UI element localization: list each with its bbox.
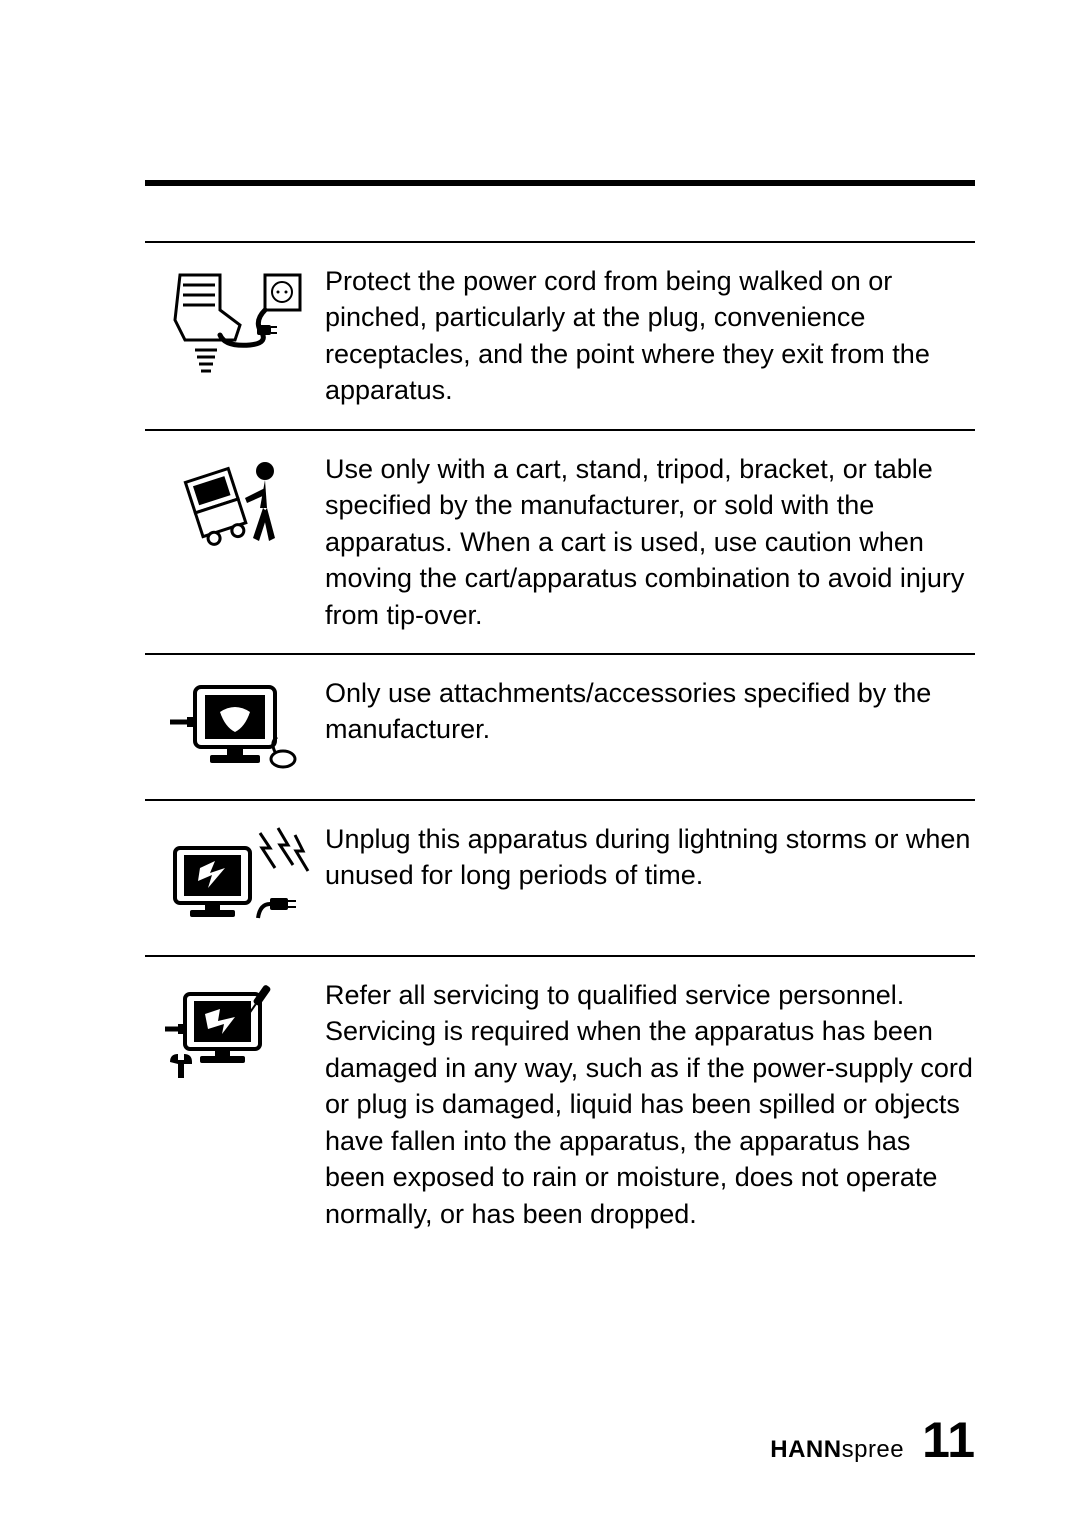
brand-bold: HANN xyxy=(770,1436,841,1463)
instruction-row: Protect the power cord from being walked… xyxy=(145,241,975,429)
monitor-attachments-icon xyxy=(145,669,325,785)
instruction-text: Refer all servicing to qualified service… xyxy=(325,971,975,1238)
power-cord-foot-icon xyxy=(145,257,325,383)
instruction-text-content: Unplug this apparatus during lightning s… xyxy=(325,821,975,894)
instruction-row: Refer all servicing to qualified service… xyxy=(145,955,975,1252)
instruction-text: Protect the power cord from being walked… xyxy=(325,257,975,415)
instruction-text: Unplug this apparatus during lightning s… xyxy=(325,815,975,900)
brand-light: spree xyxy=(842,1436,905,1463)
page-footer: HANNspree 11 xyxy=(770,1411,975,1469)
top-rule xyxy=(145,180,975,186)
manual-page: Protect the power cord from being walked… xyxy=(0,0,1080,1529)
instruction-text: Only use attachments/accessories specifi… xyxy=(325,669,975,754)
instruction-text-content: Only use attachments/accessories specifi… xyxy=(325,675,975,748)
service-tools-icon xyxy=(145,971,325,1087)
lightning-unplug-icon xyxy=(145,815,325,941)
instruction-text-content: Protect the power cord from being walked… xyxy=(325,263,975,409)
instruction-text: Use only with a cart, stand, tripod, bra… xyxy=(325,445,975,639)
cart-tip-over-icon xyxy=(145,445,325,571)
instruction-row: Unplug this apparatus during lightning s… xyxy=(145,799,975,955)
instruction-row: Only use attachments/accessories specifi… xyxy=(145,653,975,799)
instruction-text-content: Use only with a cart, stand, tripod, bra… xyxy=(325,451,975,633)
instruction-text-content: Refer all servicing to qualified service… xyxy=(325,977,975,1232)
brand-logo: HANNspree xyxy=(770,1436,904,1464)
instruction-row: Use only with a cart, stand, tripod, bra… xyxy=(145,429,975,653)
page-number: 11 xyxy=(922,1411,975,1469)
